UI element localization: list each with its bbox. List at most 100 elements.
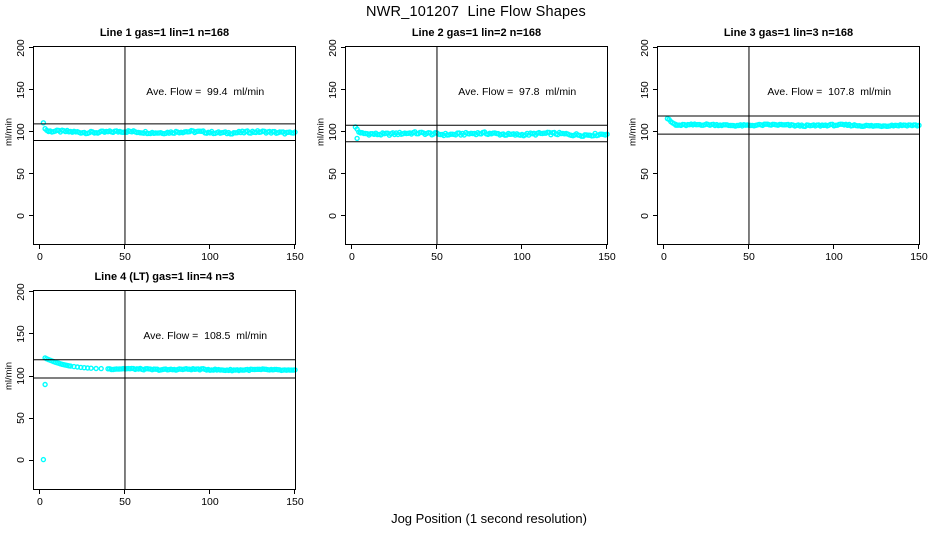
x-tick: [39, 490, 41, 494]
y-tick-label: 150: [15, 80, 27, 99]
y-tick-label: 100: [15, 122, 27, 141]
x-tick: [209, 245, 211, 249]
x-tick-label: 50: [743, 251, 755, 263]
y-axis-label: ml/min: [627, 117, 639, 146]
y-tick: [29, 131, 33, 133]
x-tick-label: 150: [286, 496, 304, 508]
y-tick-label: 200: [15, 282, 27, 301]
x-tick: [351, 245, 353, 249]
x-tick: [606, 245, 608, 249]
scatter-plot: [33, 46, 298, 245]
y-tick-label: 50: [327, 167, 339, 180]
x-tick-label: 150: [598, 251, 616, 263]
reference-lines: [33, 290, 296, 490]
x-tick: [124, 245, 126, 249]
y-axis-label: ml/min: [3, 362, 15, 391]
x-tick: [748, 245, 750, 249]
x-tick-label: 0: [661, 251, 667, 263]
y-tick-label: 200: [639, 38, 651, 57]
y-tick-label: 200: [15, 38, 27, 57]
x-tick-label: 150: [910, 251, 928, 263]
ave-flow-annotation: Ave. Flow = 97.8 ml/min: [458, 85, 577, 98]
y-tick-label: 200: [327, 38, 339, 57]
x-tick-label: 0: [349, 251, 355, 263]
y-tick: [653, 47, 657, 49]
x-tick-label: 50: [431, 251, 443, 263]
scatter-points: [40, 355, 298, 463]
y-tick-label: 50: [15, 412, 27, 425]
x-tick: [918, 245, 920, 249]
y-tick: [29, 459, 33, 461]
x-tick-label: 100: [201, 251, 219, 263]
plot-border: [33, 290, 296, 490]
scatter-plot: [657, 46, 922, 245]
panel-title: Line 4 (LT) gas=1 lin=4 n=3: [94, 271, 235, 283]
y-tick-label: 50: [639, 167, 651, 180]
x-tick: [124, 490, 126, 494]
panel-line-4: Line 4 (LT) gas=1 lin=4 n=3 Ave. Flow = 1…: [4, 271, 304, 508]
y-tick-label: 50: [15, 167, 27, 180]
panel-title: Line 2 gas=1 lin=2 n=168: [411, 27, 542, 39]
y-tick-label: 150: [639, 80, 651, 99]
scatter-points: [40, 120, 298, 137]
scatter-plot: [345, 46, 610, 245]
scatter-points: [352, 124, 610, 142]
y-tick: [29, 173, 33, 175]
panel-title: Line 1 gas=1 lin=1 n=168: [99, 27, 230, 39]
ave-flow-annotation: Ave. Flow = 107.8 ml/min: [767, 85, 892, 98]
y-tick: [653, 173, 657, 175]
scatter-points: [664, 115, 922, 130]
y-tick-label: 150: [327, 80, 339, 99]
y-axis-label: ml/min: [3, 117, 15, 146]
x-tick: [209, 490, 211, 494]
x-tick-label: 100: [825, 251, 843, 263]
plot-border: [345, 46, 608, 245]
x-tick: [833, 245, 835, 249]
y-tick: [341, 215, 345, 217]
x-tick: [294, 245, 296, 249]
y-tick: [341, 173, 345, 175]
y-tick-label: 150: [15, 325, 27, 343]
y-tick-label: 0: [15, 457, 27, 464]
y-tick: [29, 417, 33, 419]
y-tick-label: 0: [639, 212, 651, 219]
y-axis-label: ml/min: [315, 117, 327, 146]
x-tick: [39, 245, 41, 249]
x-tick-label: 0: [37, 496, 43, 508]
x-axis-label: Jog Position (1 second resolution): [391, 511, 587, 526]
panel-line-3: Line 3 gas=1 lin=3 n=168 Ave. Flow = 107.…: [628, 27, 928, 263]
chart-title: NWR_101207 Line Flow Shapes: [366, 4, 586, 20]
y-tick: [653, 215, 657, 217]
panel-line-1: Line 1 gas=1 lin=1 n=168 Ave. Flow = 99.4…: [4, 27, 304, 263]
x-tick: [521, 245, 523, 249]
x-tick-label: 0: [37, 251, 43, 263]
y-tick: [29, 291, 33, 293]
y-tick: [29, 89, 33, 91]
y-tick: [341, 89, 345, 91]
reference-lines: [33, 46, 296, 245]
x-tick-label: 50: [119, 251, 131, 263]
panel-line-2: Line 2 gas=1 lin=2 n=168 Ave. Flow = 97.8…: [316, 27, 616, 263]
x-tick-label: 150: [286, 251, 304, 263]
y-tick-label: 100: [639, 122, 651, 141]
y-tick: [341, 47, 345, 49]
reference-lines: [345, 46, 608, 245]
plot-border: [657, 46, 920, 245]
y-tick: [29, 215, 33, 217]
x-tick-label: 50: [119, 496, 131, 508]
ave-flow-annotation: Ave. Flow = 108.5 ml/min: [143, 330, 268, 342]
y-tick-label: 100: [327, 122, 339, 141]
y-tick-label: 0: [327, 212, 339, 219]
y-tick: [29, 333, 33, 335]
y-tick-label: 100: [15, 367, 27, 385]
y-tick: [653, 131, 657, 133]
x-tick: [294, 490, 296, 494]
y-tick: [341, 131, 345, 133]
x-tick: [436, 245, 438, 249]
y-tick: [29, 47, 33, 49]
x-tick: [663, 245, 665, 249]
scatter-plot: [33, 290, 298, 490]
y-tick-label: 0: [15, 212, 27, 219]
reference-lines: [657, 46, 920, 245]
